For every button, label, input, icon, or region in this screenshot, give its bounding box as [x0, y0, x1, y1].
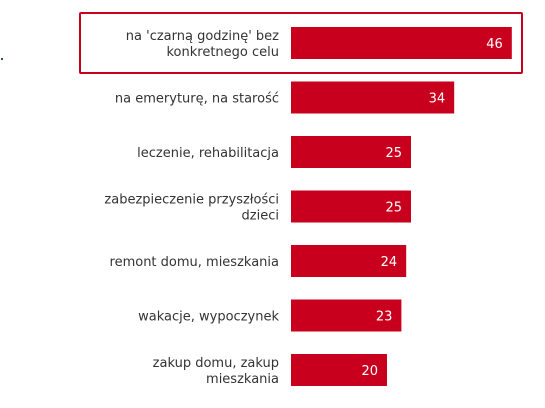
value-label: 25	[385, 201, 402, 216]
value-label: 24	[381, 255, 398, 270]
bar	[291, 245, 407, 277]
bar	[291, 354, 387, 386]
category-label: remont domu, mieszkania	[110, 255, 279, 270]
category-label: zabezpieczenie przyszłości	[104, 193, 279, 208]
category-label: zakup domu, zakup	[153, 356, 279, 371]
category-label: mieszkania	[206, 372, 279, 387]
category-label: wakacje, wypoczynek	[138, 310, 279, 325]
bar	[291, 299, 402, 332]
bar	[291, 190, 411, 223]
highlight-frame	[79, 12, 523, 74]
value-label: 23	[376, 310, 393, 325]
category-label: konkretnego celu	[166, 45, 279, 60]
category-label: na 'czarną godzinę' bez	[126, 29, 279, 44]
category-label: na emeryturę, na starość	[115, 92, 279, 107]
bar	[291, 27, 512, 59]
value-label: 34	[429, 92, 446, 107]
stray-dot	[1, 58, 3, 60]
bar	[291, 136, 411, 168]
bar	[291, 81, 455, 114]
category-label: dzieci	[242, 209, 279, 224]
value-label: 20	[361, 364, 378, 379]
value-label: 25	[385, 146, 402, 161]
value-label: 46	[486, 37, 503, 52]
category-label: leczenie, rehabilitacja	[137, 146, 279, 161]
